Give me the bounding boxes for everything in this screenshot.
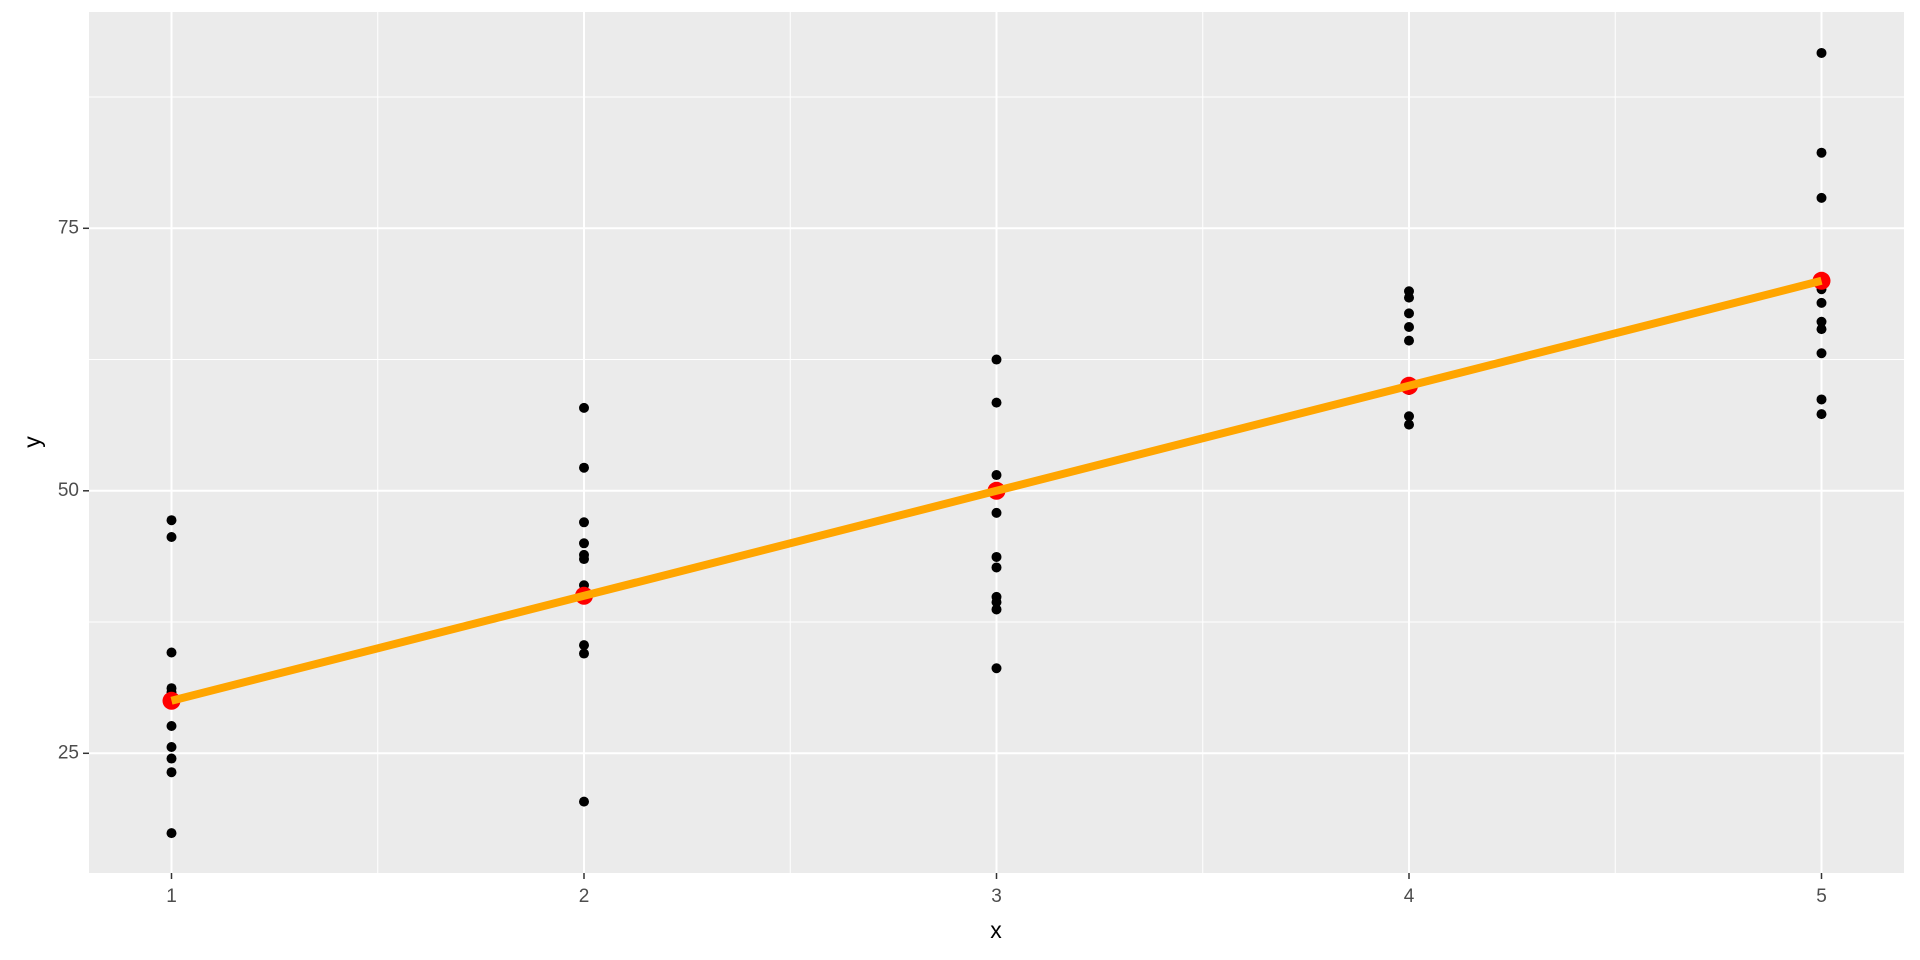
point	[1816, 394, 1827, 405]
point	[166, 721, 177, 731]
point	[1816, 316, 1827, 327]
point	[991, 507, 1002, 518]
point	[1404, 322, 1414, 332]
point	[1816, 192, 1827, 203]
point	[579, 517, 589, 528]
x-tick-label: 2	[579, 886, 590, 907]
point	[1816, 348, 1827, 359]
point	[1816, 409, 1827, 420]
point	[1816, 47, 1827, 58]
point	[166, 753, 177, 764]
point	[991, 354, 1002, 365]
point	[1816, 147, 1827, 158]
point	[991, 663, 1002, 674]
point	[166, 828, 177, 839]
point	[579, 538, 589, 549]
line	[170, 276, 1823, 705]
point	[991, 470, 1002, 481]
x-tick-label: 3	[991, 886, 1002, 907]
x-axis-title: x	[990, 917, 1002, 943]
point	[991, 597, 1002, 608]
point	[166, 647, 177, 658]
point	[1404, 411, 1414, 422]
point	[579, 462, 589, 473]
y-tick-label: 25	[58, 742, 79, 763]
point	[991, 551, 1002, 562]
point	[579, 640, 589, 651]
point	[579, 554, 589, 565]
x-tick-label: 5	[1816, 886, 1827, 907]
point	[1404, 308, 1414, 319]
point	[1816, 297, 1827, 308]
point	[166, 515, 177, 526]
x-tick-label: 1	[166, 886, 177, 907]
point	[579, 796, 589, 807]
point	[991, 562, 1002, 573]
point	[991, 604, 1002, 615]
point	[579, 648, 589, 659]
point	[1404, 419, 1414, 430]
point	[579, 402, 589, 413]
y-axis-title: y	[19, 436, 45, 448]
point	[991, 397, 1002, 408]
y-tick-label: 50	[58, 480, 79, 501]
point	[1404, 335, 1414, 346]
x-tick-label: 4	[1404, 886, 1415, 907]
point	[166, 532, 177, 542]
point	[166, 767, 177, 778]
y-tick-label: 75	[58, 217, 79, 238]
point	[1816, 324, 1827, 335]
point	[1404, 292, 1414, 303]
point	[166, 742, 177, 752]
